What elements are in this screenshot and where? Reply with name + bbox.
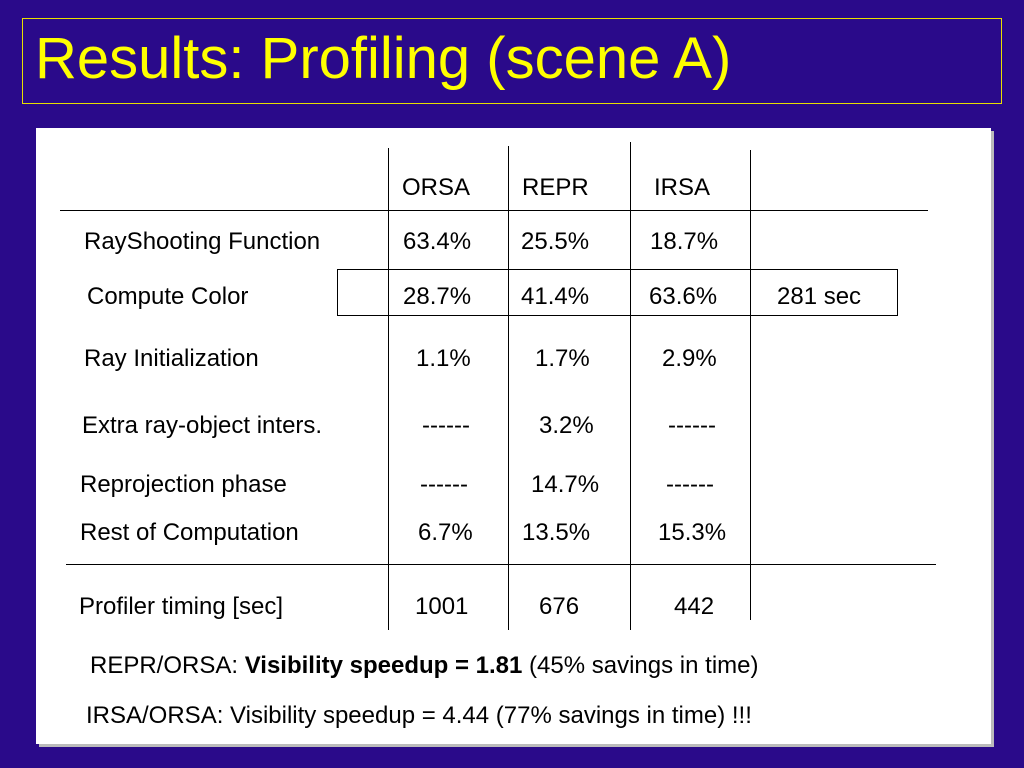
cell-orsa: 28.7% — [403, 283, 472, 310]
header-orsa: ORSA — [402, 174, 471, 201]
speedup-note-repr: REPR/ORSA: Visibility speedup = 1.81 (45… — [90, 652, 758, 680]
cell-repr: 1.7% — [535, 345, 590, 372]
cell-irsa: ------ — [666, 471, 714, 498]
timing-orsa: 1001 — [415, 593, 469, 620]
cell-orsa: 63.4% — [403, 228, 472, 255]
column-divider-extra — [750, 150, 751, 620]
timing-label: Profiler timing [sec] — [79, 593, 284, 620]
cell-repr: 3.2% — [539, 412, 594, 439]
speedup-note-bold: Visibility speedup = 1.81 — [244, 652, 523, 679]
content-panel: ORSA REPR IRSA RayShooting Function 63.4… — [36, 128, 991, 744]
cell-irsa: 18.7% — [650, 228, 719, 255]
cell-repr: 41.4% — [521, 283, 590, 310]
header-irsa: IRSA — [654, 174, 711, 201]
cell-irsa: 2.9% — [662, 345, 717, 372]
cell-orsa: 1.1% — [416, 345, 471, 372]
column-divider-repr — [508, 146, 509, 630]
row-label: Ray Initialization — [84, 345, 259, 372]
compute-color-highlight-box — [337, 269, 898, 316]
timing-repr: 676 — [539, 593, 580, 620]
row-label: Compute Color — [87, 283, 249, 310]
cell-extra-time: 281 sec — [777, 283, 862, 310]
header-repr: REPR — [522, 174, 589, 201]
row-label: Rest of Computation — [80, 519, 299, 546]
speedup-note-suffix: (45% savings in time) — [522, 652, 759, 679]
row-label: Extra ray-object inters. — [82, 412, 323, 439]
cell-repr: 13.5% — [522, 519, 591, 546]
cell-orsa: ------ — [420, 471, 468, 498]
column-divider-irsa — [630, 142, 631, 630]
speedup-note-prefix: REPR/ORSA: — [90, 652, 245, 679]
cell-irsa: ------ — [668, 412, 716, 439]
row-label: RayShooting Function — [84, 228, 321, 255]
cell-repr: 25.5% — [521, 228, 590, 255]
cell-orsa: 6.7% — [418, 519, 473, 546]
timing-irsa: 442 — [674, 593, 715, 620]
row-label: Reprojection phase — [80, 471, 287, 498]
cell-irsa: 15.3% — [658, 519, 727, 546]
cell-irsa: 63.6% — [649, 283, 718, 310]
speedup-note-irsa: IRSA/ORSA: Visibility speedup = 4.44 (77… — [86, 702, 752, 729]
slide-title: Results: Profiling (scene A) — [35, 26, 732, 91]
cell-repr: 14.7% — [531, 471, 600, 498]
title-box: Results: Profiling (scene A) — [22, 18, 1002, 104]
column-divider-orsa — [388, 148, 389, 630]
timing-rule — [66, 564, 936, 565]
cell-orsa: ------ — [422, 412, 470, 439]
header-rule — [60, 210, 928, 211]
